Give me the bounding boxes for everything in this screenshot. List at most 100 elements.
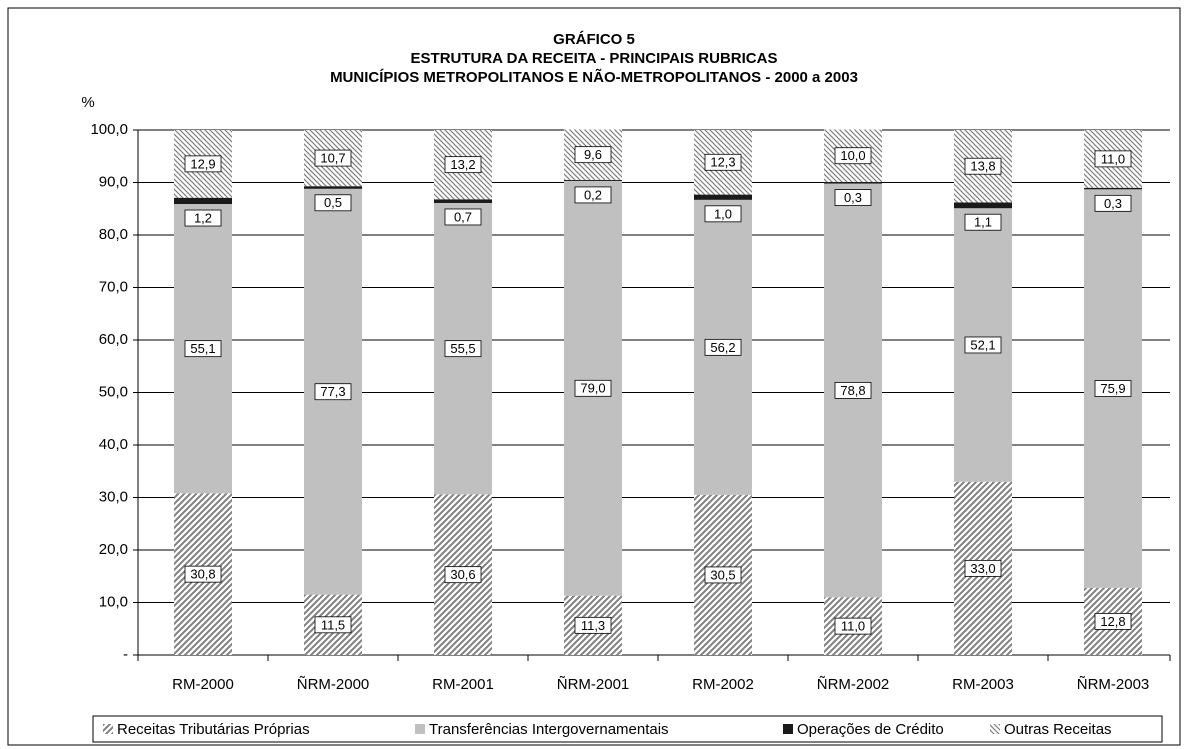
data-label-box: [574, 186, 612, 204]
data-label: 13,2: [450, 157, 475, 172]
data-label-box: [314, 383, 352, 401]
data-label: 30,6: [450, 567, 475, 582]
data-label-box: [444, 566, 482, 584]
data-label: 9,6: [584, 147, 602, 162]
x-tick-label: RM-2001: [432, 676, 494, 693]
data-label-box: [834, 617, 872, 635]
data-label-box: [1094, 150, 1132, 168]
data-label-box: [314, 149, 352, 167]
chart-title: MUNICÍPIOS METROPOLITANOS E NÃO-METROPOL…: [330, 68, 858, 86]
x-tick-label: RM-2002: [692, 676, 754, 693]
y-tick-label: 90,0: [99, 173, 128, 190]
data-label-box: [964, 213, 1002, 231]
data-label-box: [314, 616, 352, 634]
data-label: 12,3: [710, 155, 735, 170]
bar-segment: [1084, 187, 1142, 190]
chart-title: GRÁFICO 5: [553, 31, 635, 48]
data-label: 56,2: [710, 340, 735, 355]
data-label-box: [704, 205, 742, 223]
bar-segment: [954, 202, 1012, 209]
bar-segment: [564, 179, 622, 181]
data-label: 52,1: [970, 337, 995, 352]
data-label-box: [964, 157, 1002, 175]
data-label-box: [574, 379, 612, 397]
x-tick-label: ÑRM-2001: [557, 676, 630, 693]
y-tick-label: 50,0: [99, 383, 128, 400]
legend-label: Transferências Intergovernamentais: [429, 721, 669, 738]
data-label: 11,0: [1101, 151, 1125, 166]
y-tick-label: 100,0: [90, 121, 128, 138]
bar-segment: [434, 199, 492, 203]
legend-label: Outras Receitas: [1004, 721, 1112, 738]
x-tick-label: ÑRM-2003: [1077, 676, 1150, 693]
data-label: 0,3: [844, 190, 862, 205]
legend-label: Operações de Crédito: [797, 721, 944, 738]
x-tick-label: RM-2003: [952, 676, 1014, 693]
x-tick-label: ÑRM-2000: [297, 676, 370, 693]
data-label: 11,3: [581, 618, 605, 633]
data-label: 0,7: [454, 209, 472, 224]
x-tick-label: RM-2000: [172, 676, 234, 693]
bar-segment: [304, 186, 362, 189]
data-label-box: [444, 156, 482, 174]
data-label-box: [444, 340, 482, 358]
data-label: 13,8: [970, 159, 995, 174]
data-label: 78,8: [840, 383, 865, 398]
data-label-box: [964, 559, 1002, 577]
y-tick-label: 60,0: [99, 331, 128, 348]
data-label-box: [314, 194, 352, 212]
data-label-box: [834, 381, 872, 399]
y-tick-label: 70,0: [99, 278, 128, 295]
bar-segment: [694, 194, 752, 200]
data-label: 77,3: [320, 384, 345, 399]
data-label-box: [834, 189, 872, 206]
y-tick-label: 40,0: [99, 436, 128, 453]
data-label-box: [184, 209, 222, 227]
data-label-box: [184, 565, 222, 583]
y-tick-label: 20,0: [99, 541, 128, 558]
data-label: 55,1: [190, 341, 215, 356]
data-label-box: [184, 340, 222, 358]
legend-swatch: [990, 724, 1000, 734]
data-label-box: [444, 208, 482, 226]
y-tick-label: 10,0: [99, 593, 128, 610]
legend: [92, 715, 1163, 743]
data-label: 33,0: [970, 561, 995, 576]
data-label: 30,5: [710, 567, 735, 582]
data-label: 12,8: [1100, 614, 1125, 629]
data-label-box: [574, 146, 612, 164]
data-label: 10,7: [320, 151, 345, 166]
legend-label: Receitas Tributárias Próprias: [117, 721, 310, 738]
y-axis-label: %: [81, 94, 94, 111]
bar-segment: [174, 197, 232, 205]
data-label: 10,0: [840, 148, 865, 163]
data-label: 79,0: [580, 381, 605, 396]
data-label-box: [834, 147, 872, 165]
data-label: 0,5: [324, 195, 342, 210]
data-label: 11,0: [841, 619, 865, 634]
data-label: 1,2: [194, 210, 212, 225]
data-label: 0,3: [1104, 196, 1122, 211]
x-tick-label: ÑRM-2002: [817, 676, 890, 693]
data-label-box: [574, 616, 612, 634]
data-label-box: [704, 338, 742, 356]
bar-segment: [824, 181, 882, 184]
data-label: 12,9: [190, 156, 215, 171]
data-label: 55,5: [450, 341, 475, 356]
data-label-box: [964, 336, 1002, 354]
data-label-box: [184, 155, 222, 173]
legend-swatch: [783, 724, 793, 734]
data-label: 1,0: [714, 206, 732, 221]
data-label-box: [1094, 613, 1132, 630]
data-label: 1,1: [974, 215, 992, 230]
data-label: 30,8: [190, 567, 215, 582]
data-label-box: [704, 566, 742, 584]
y-tick-label: 30,0: [99, 488, 128, 505]
data-label-box: [1094, 380, 1132, 397]
chart-title: ESTRUTURA DA RECEITA - PRINCIPAIS RUBRIC…: [411, 50, 778, 67]
y-tick-label: 80,0: [99, 226, 128, 243]
data-label-box: [1094, 194, 1132, 212]
data-label: 75,9: [1100, 381, 1125, 396]
